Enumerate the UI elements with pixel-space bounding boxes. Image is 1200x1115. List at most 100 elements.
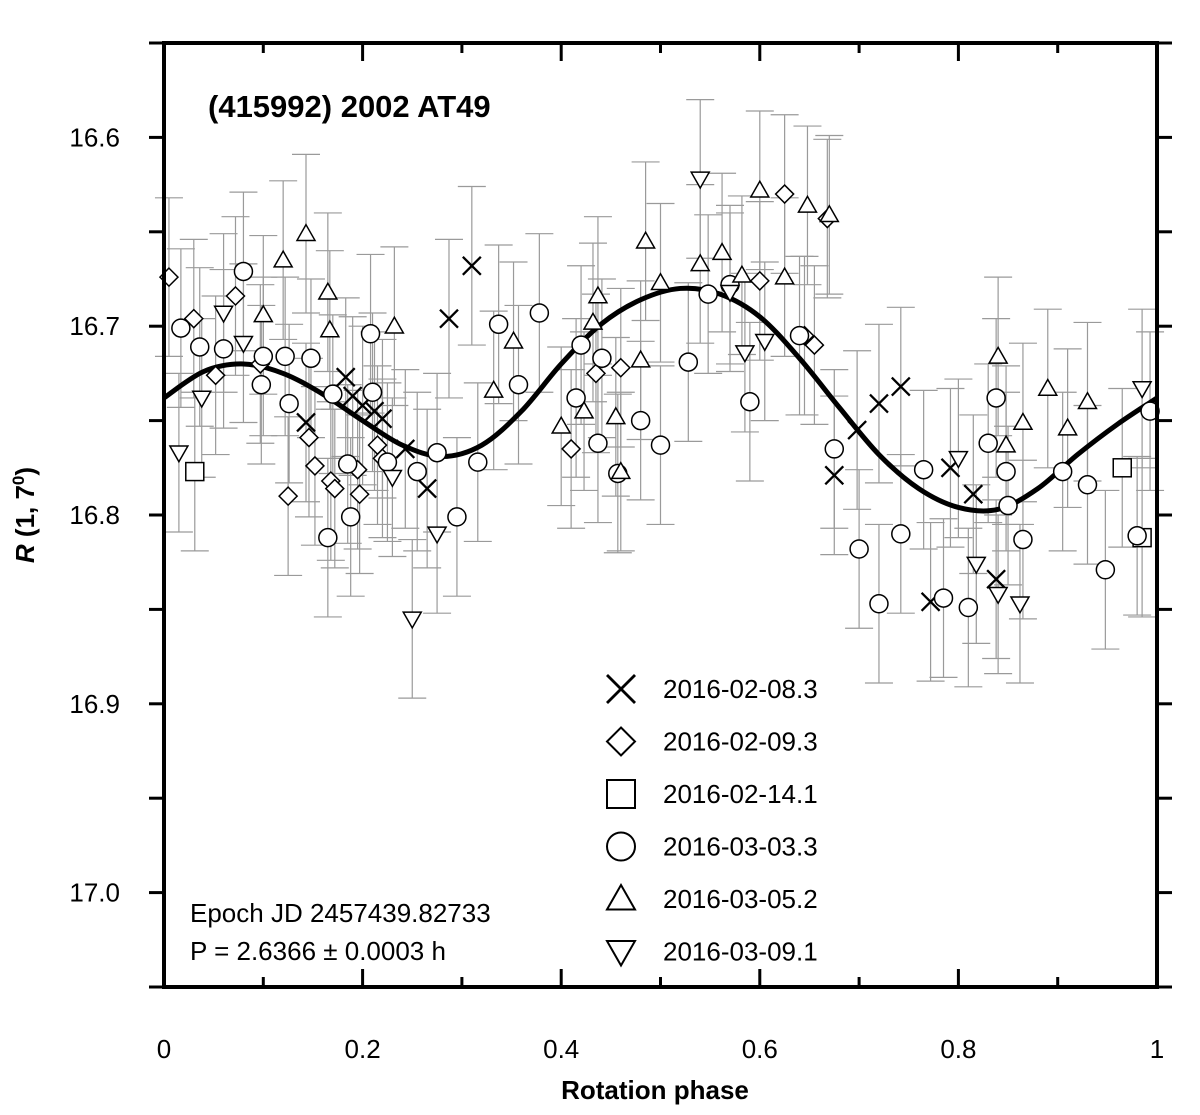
error-bars	[154, 99, 1165, 699]
x-tick-label: 0.8	[940, 1034, 976, 1064]
data-point-triangle-up	[987, 345, 1009, 364]
data-point-triangle-up	[711, 242, 733, 261]
data-point-triangle-down	[987, 586, 1009, 605]
y-tick-label: 16.9	[69, 689, 120, 719]
legend-item: 2016-03-09.1	[605, 937, 818, 968]
y-axis-title-rest: (1, 7	[10, 485, 40, 544]
data-point-circle	[275, 346, 295, 367]
data-point-triangle-down	[689, 171, 711, 190]
y-tick-label: 16.8	[69, 500, 120, 530]
legend-item: 2016-02-08.3	[606, 674, 818, 704]
data-point-x	[296, 412, 316, 433]
data-point-x	[824, 465, 845, 486]
data-point-diamond	[561, 438, 582, 459]
legend-item: 2016-02-14.1	[606, 779, 818, 809]
legend-label: 2016-02-09.3	[663, 727, 818, 757]
data-point-circle	[233, 261, 254, 282]
legend-marker-triangle-up	[605, 882, 637, 911]
data-point-triangle-up	[1057, 417, 1078, 436]
data-point-triangle-up	[384, 315, 405, 334]
plot-frame	[162, 41, 1159, 989]
data-point-circle	[488, 314, 509, 335]
y-tick-label: 17.0	[69, 878, 120, 908]
x-tick-label: 0.4	[543, 1034, 579, 1064]
data-point-triangle-up	[253, 304, 274, 323]
data-point-diamond	[774, 183, 795, 205]
legend-item: 2016-02-09.3	[605, 726, 818, 757]
data-point-circle	[740, 391, 760, 412]
data-point-circle	[301, 348, 321, 369]
data-point-circle	[377, 452, 398, 472]
data-point-triangle-down	[191, 390, 213, 409]
legend-marker-x	[606, 674, 636, 704]
data-point-x	[462, 255, 482, 276]
data-point-triangle-down	[233, 335, 254, 354]
data-point-triangle-up	[582, 311, 604, 330]
data-point-diamond	[749, 270, 770, 291]
data-point-diamond	[324, 478, 345, 499]
data-point-triangle-up	[503, 330, 524, 349]
data-point-triangle-down	[382, 469, 403, 488]
data-point-circle	[360, 324, 381, 344]
data-point-triangle-up	[819, 204, 840, 223]
data-point-diamond	[585, 363, 607, 384]
data-point-triangle-down	[1131, 381, 1153, 400]
data-point-triangle-up	[995, 434, 1017, 453]
data-point-diamond	[225, 285, 246, 307]
data-point-triangle-up	[1037, 377, 1059, 397]
y-axis-title-close: )	[10, 467, 40, 476]
y-tick-labels: 16.6 16.7 16.8 16.9 17.0	[69, 122, 120, 907]
data-point-circle	[588, 433, 608, 454]
data-point-circle	[849, 539, 869, 559]
legend-label: 2016-02-14.1	[663, 779, 818, 809]
data-point-circle	[171, 318, 191, 338]
data-point-x	[847, 420, 867, 440]
data-point-circle	[529, 303, 550, 323]
data-point-circle	[427, 442, 447, 463]
data-point-circle	[189, 337, 210, 357]
data-point-triangle-down	[719, 284, 741, 303]
data-point-triangle-up	[1012, 411, 1034, 430]
data-point-x	[963, 484, 984, 505]
data-point-circle	[978, 433, 998, 454]
data-point-triangle-up	[295, 223, 317, 242]
epoch-period-note: Epoch JD 2457439.82733 P = 2.6366 ± 0.00…	[190, 898, 491, 966]
data-point-circle	[998, 495, 1018, 516]
legend-marker-square	[606, 779, 636, 809]
data-point-diamond	[298, 427, 320, 448]
data-point-circle	[678, 352, 699, 372]
legend: 2016-02-08.3 2016-02-09.3 2016-02-14.1 2016…	[605, 674, 818, 968]
y-axis-title-main: R	[10, 544, 40, 563]
legend-label: 2016-02-08.3	[663, 674, 818, 704]
data-point-x	[395, 439, 416, 459]
legend-marker-triangle-down	[605, 940, 637, 968]
data-point-circle	[571, 335, 591, 355]
legend-label: 2016-03-03.3	[663, 832, 818, 862]
data-point-triangle-up	[689, 253, 711, 272]
x-tick-label: 0.6	[742, 1034, 778, 1064]
data-point-triangle-up	[630, 349, 651, 368]
y-tick-label: 16.7	[69, 311, 120, 341]
data-point-circle	[630, 410, 651, 431]
data-point-circle	[323, 384, 343, 404]
data-point-triangle-up	[774, 266, 795, 285]
data-point-circle	[1013, 529, 1033, 550]
data-point-circle	[337, 454, 358, 474]
data-point-triangle-down	[754, 333, 776, 352]
data-point-circle	[958, 597, 979, 618]
x-axis-title: Rotation phase	[561, 1075, 749, 1105]
data-point-x	[335, 367, 356, 387]
data-points	[158, 171, 1160, 630]
data-point-circle	[1127, 526, 1147, 546]
data-point-triangle-down	[1009, 596, 1031, 615]
data-point-diamond	[183, 308, 204, 329]
data-point-triangle-up	[550, 415, 572, 434]
x-tick-label: 0	[157, 1034, 171, 1064]
data-point-circle	[592, 348, 612, 369]
data-point-circle	[996, 461, 1016, 482]
y-axis-title: R (1, 70)	[9, 467, 40, 563]
data-point-circle	[251, 374, 272, 395]
x-tick-label: 1	[1150, 1034, 1164, 1064]
legend-item: 2016-03-03.3	[606, 831, 818, 862]
